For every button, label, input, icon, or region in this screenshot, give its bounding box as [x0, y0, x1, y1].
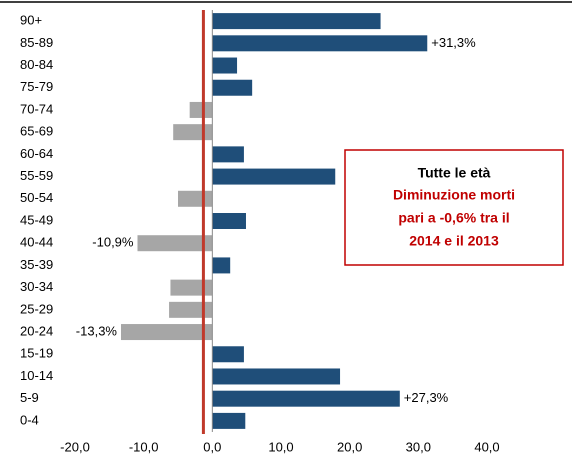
y-tick-label: 20-24 [20, 323, 53, 338]
bar [189, 101, 213, 118]
annotation-line: 2014 e il 2013 [409, 233, 499, 249]
y-tick-label: 0-4 [20, 412, 39, 427]
bar [169, 301, 213, 318]
y-tick-label: 55-59 [20, 168, 53, 183]
annotation-title: Tutte le età [418, 165, 491, 181]
bar [137, 235, 213, 252]
y-tick-label: 35-39 [20, 257, 53, 272]
bar [212, 390, 400, 407]
y-tick-label: 60-64 [20, 146, 53, 161]
value-label: -13,3% [76, 323, 118, 338]
x-tick-label: -10,0 [129, 439, 159, 454]
bar [212, 346, 244, 363]
bar [212, 35, 428, 52]
y-tick-label: 30-34 [20, 279, 53, 294]
value-label: +31,3% [431, 35, 476, 50]
bar [212, 368, 341, 385]
x-tick-label: 40,0 [474, 439, 499, 454]
bar [212, 146, 244, 163]
annotation-line: pari a -0,6% tra il [398, 210, 509, 226]
x-tick-label: 30,0 [406, 439, 431, 454]
bar [212, 412, 246, 429]
annotation-line: Diminuzione morti [393, 187, 515, 203]
y-tick-label: 75-79 [20, 79, 53, 94]
y-tick-label: 45-49 [20, 212, 53, 227]
x-tick-label: 20,0 [337, 439, 362, 454]
bar [121, 324, 213, 341]
x-tick-label: 10,0 [268, 439, 293, 454]
y-tick-label: 65-69 [20, 124, 53, 139]
bar [178, 190, 213, 207]
bar [212, 168, 336, 185]
y-tick-label: 80-84 [20, 57, 53, 72]
bar [212, 13, 381, 30]
x-tick-label: -20,0 [60, 439, 90, 454]
y-tick-label: 70-74 [20, 101, 53, 116]
bar [173, 124, 213, 141]
y-tick-label: 10-14 [20, 368, 53, 383]
bar [212, 57, 238, 74]
x-tick-label: 0,0 [203, 439, 221, 454]
y-tick-label: 25-29 [20, 301, 53, 316]
y-tick-label: 50-54 [20, 190, 53, 205]
bar [170, 279, 213, 296]
value-label: +27,3% [404, 390, 449, 405]
y-tick-label: 40-44 [20, 235, 53, 250]
y-tick-label: 15-19 [20, 346, 53, 361]
bar [212, 79, 253, 96]
bar [212, 257, 231, 274]
y-tick-label: 90+ [20, 13, 42, 28]
y-tick-label: 85-89 [20, 35, 53, 50]
annotation-box [344, 149, 564, 266]
y-tick-label: 5-9 [20, 390, 39, 405]
value-label: -10,9% [92, 235, 134, 250]
bar [212, 213, 246, 229]
